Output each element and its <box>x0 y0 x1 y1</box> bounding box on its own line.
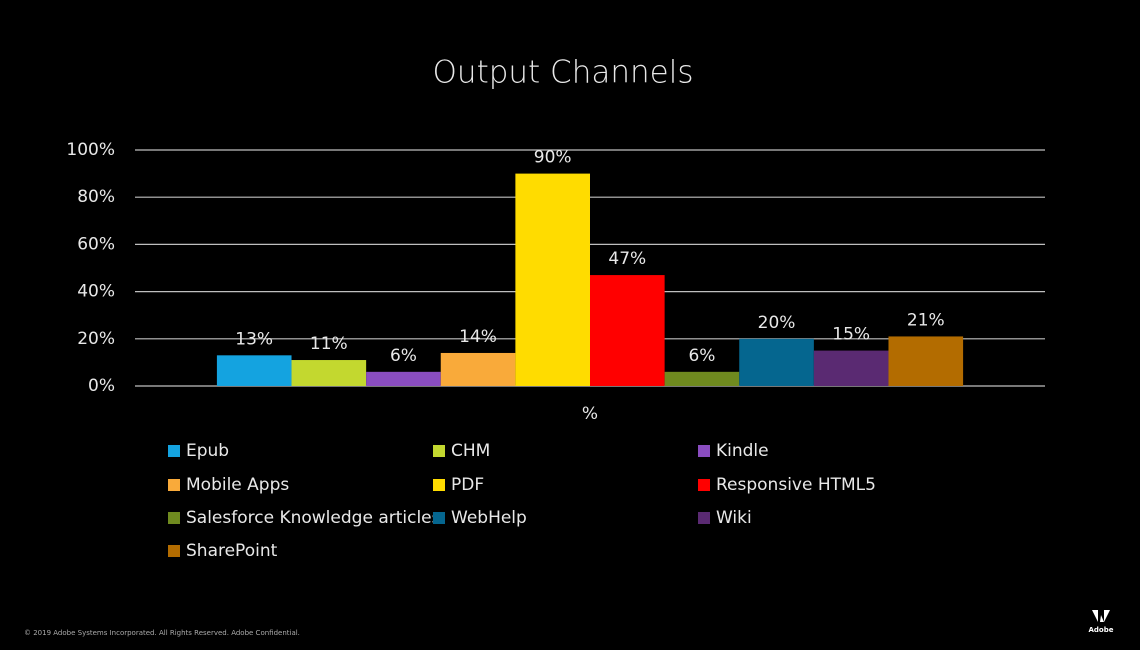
y-tick-label: 100% <box>66 140 115 160</box>
legend-label: Responsive HTML5 <box>716 475 876 495</box>
value-label: 11% <box>310 334 348 354</box>
legend-swatch <box>168 545 180 557</box>
legend-swatch <box>698 445 710 457</box>
legend-label: CHM <box>451 441 490 461</box>
value-label: 20% <box>758 313 796 333</box>
value-label: 6% <box>688 346 715 366</box>
legend-label: Mobile Apps <box>186 475 289 495</box>
value-label: 15% <box>832 325 870 345</box>
legend-label: PDF <box>451 475 484 495</box>
legend-label: Salesforce Knowledge articles <box>186 508 441 528</box>
y-tick-label: 20% <box>77 329 115 349</box>
bar <box>888 336 964 386</box>
legend-swatch <box>168 445 180 457</box>
legend-swatch <box>168 512 180 524</box>
bar <box>216 355 292 386</box>
value-label: 47% <box>608 249 646 269</box>
legend-swatch <box>698 512 710 524</box>
y-tick-label: 40% <box>77 282 115 302</box>
legend-label: Epub <box>186 441 229 461</box>
bar <box>813 350 889 386</box>
bar <box>664 371 740 386</box>
copyright: © 2019 Adobe Systems Incorporated. All R… <box>24 629 300 637</box>
chart-title: Output Channels <box>433 55 694 91</box>
value-label: 14% <box>459 327 497 347</box>
legend-swatch <box>433 479 445 491</box>
legend-label: Wiki <box>716 508 752 528</box>
bar <box>590 275 665 386</box>
legend-swatch <box>433 512 445 524</box>
logo-mark <box>1092 610 1110 622</box>
legend-label: WebHelp <box>451 508 527 528</box>
bar <box>739 338 814 386</box>
legend-label: SharePoint <box>186 541 278 561</box>
legend-swatch <box>698 479 710 491</box>
value-label: 90% <box>534 148 572 168</box>
x-tick-label: % <box>582 404 598 424</box>
bar <box>515 173 590 386</box>
legend-swatch <box>168 479 180 491</box>
bar <box>291 360 367 386</box>
value-label: 21% <box>907 310 945 330</box>
logo-text: Adobe <box>1089 626 1114 634</box>
value-label: 6% <box>390 346 417 366</box>
y-tick-label: 0% <box>88 376 115 396</box>
legend-swatch <box>433 445 445 457</box>
bar <box>366 371 441 386</box>
legend-label: Kindle <box>716 441 769 461</box>
bar <box>440 352 516 386</box>
value-label: 13% <box>235 329 273 349</box>
y-tick-label: 80% <box>77 187 115 207</box>
y-tick-label: 60% <box>77 234 115 254</box>
